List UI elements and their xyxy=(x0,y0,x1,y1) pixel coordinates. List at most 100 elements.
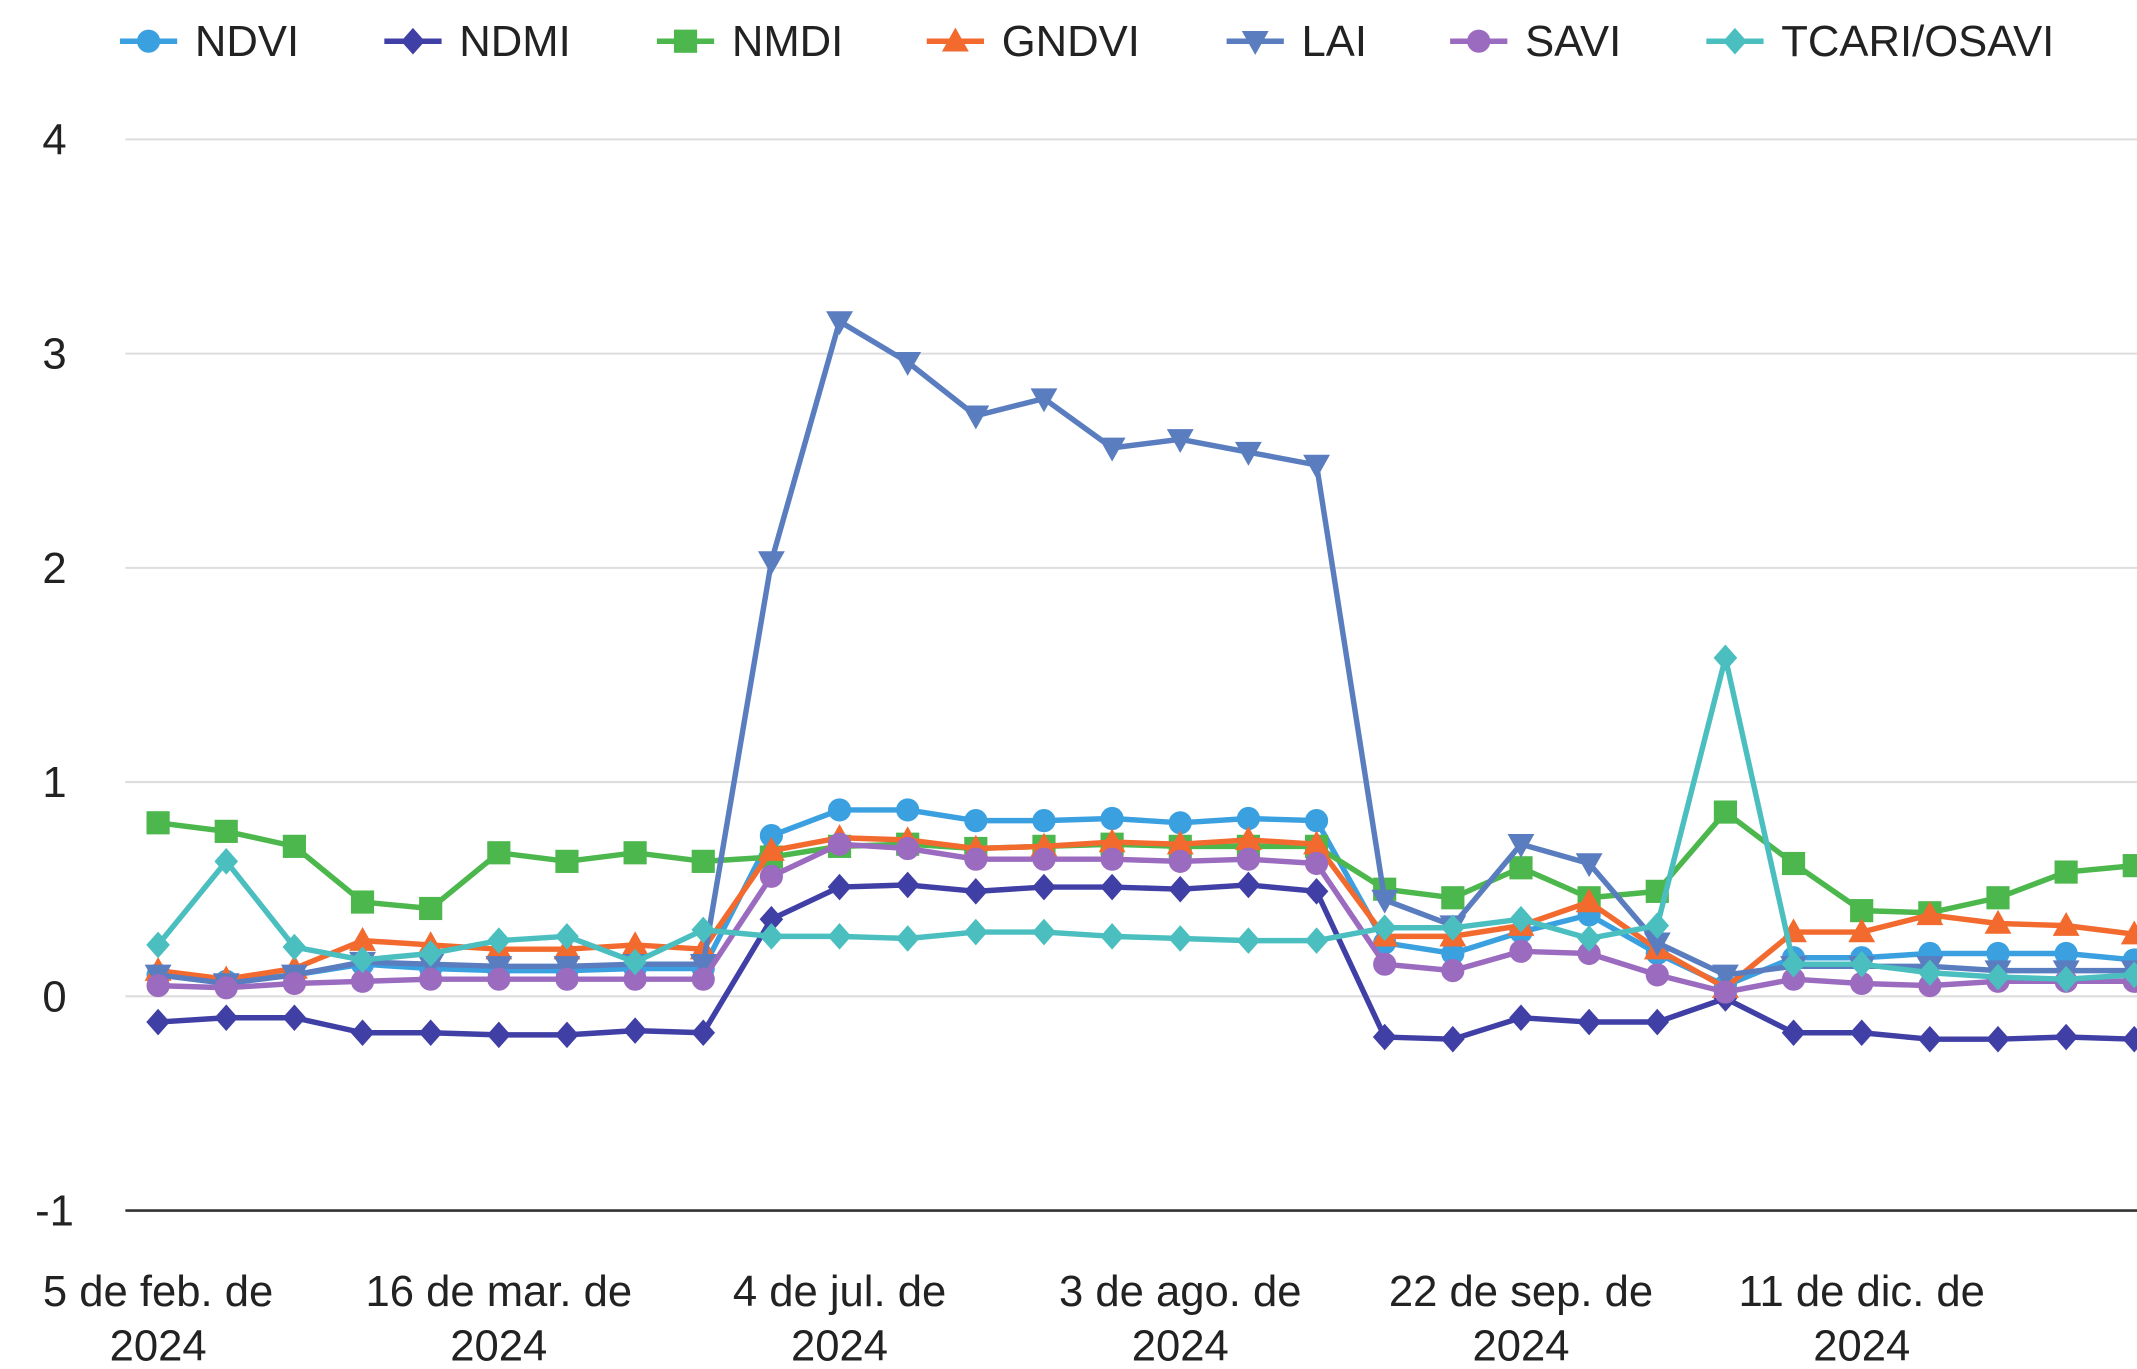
data-point xyxy=(1373,952,1397,976)
data-point xyxy=(555,1021,579,1049)
data-point xyxy=(1918,1025,1942,1053)
data-point xyxy=(350,969,375,993)
data-point xyxy=(1850,899,1874,923)
legend-marker xyxy=(941,27,969,52)
data-point xyxy=(1986,963,2010,991)
data-point xyxy=(555,923,579,950)
data-point xyxy=(146,974,170,998)
data-point xyxy=(1781,851,1806,876)
data-point xyxy=(691,967,715,991)
data-point xyxy=(487,927,511,954)
data-point xyxy=(1441,1025,1465,1053)
data-point xyxy=(2054,1023,2078,1051)
data-point xyxy=(962,405,990,430)
data-point xyxy=(1236,927,1261,954)
legend-label: GNDVI xyxy=(1002,18,1140,66)
data-point xyxy=(1030,388,1058,413)
data-point xyxy=(691,849,715,873)
data-point xyxy=(1168,925,1193,952)
data-point xyxy=(487,841,511,865)
data-point xyxy=(2054,860,2078,884)
data-point xyxy=(757,551,785,576)
data-point xyxy=(1849,950,1874,978)
data-point xyxy=(1781,1019,1806,1047)
data-point xyxy=(1986,886,2010,910)
x-tick-label: 11 de dic. de 2024 xyxy=(1738,1268,1984,1369)
data-point xyxy=(555,849,579,873)
data-point xyxy=(2122,961,2137,989)
data-point xyxy=(1441,914,1465,942)
data-point xyxy=(1713,980,1737,1004)
data-point xyxy=(350,946,375,974)
data-point xyxy=(1100,806,1124,831)
data-point xyxy=(894,351,922,376)
data-point xyxy=(1032,809,1056,833)
data-point xyxy=(1304,809,1329,833)
data-point xyxy=(1509,939,1533,963)
legend-label: NDVI xyxy=(195,18,299,66)
y-tick-label: -1 xyxy=(35,1188,74,1236)
data-point xyxy=(2054,965,2078,993)
data-point xyxy=(1918,959,1942,987)
data-point xyxy=(214,976,238,1000)
data-point xyxy=(2052,911,2080,936)
data-point xyxy=(282,1004,307,1032)
data-point xyxy=(1236,847,1260,871)
data-point xyxy=(691,916,716,944)
data-point xyxy=(623,1017,647,1044)
data-point xyxy=(896,836,920,861)
data-point xyxy=(1577,925,1601,952)
data-point xyxy=(1234,441,1262,466)
data-point xyxy=(1168,811,1192,835)
data-point xyxy=(1236,806,1260,831)
legend-label: NMDI xyxy=(732,18,843,66)
data-point xyxy=(1372,914,1397,942)
data-point xyxy=(1304,927,1329,954)
data-point xyxy=(1303,454,1330,479)
data-point xyxy=(282,971,306,996)
data-point xyxy=(418,940,443,967)
data-point xyxy=(419,896,443,921)
x-tick-label: 16 de mar. de 2024 xyxy=(365,1268,632,1369)
legend-marker xyxy=(401,27,425,55)
series-line xyxy=(157,318,2135,987)
data-point xyxy=(1304,851,1329,876)
plot xyxy=(144,311,2137,1053)
data-point xyxy=(759,923,784,950)
data-point xyxy=(282,834,306,858)
legend-marker xyxy=(136,29,161,53)
data-point xyxy=(964,847,988,871)
data-point xyxy=(214,1004,239,1032)
data-point xyxy=(2122,1025,2137,1053)
data-point xyxy=(350,1019,375,1047)
data-point xyxy=(2120,920,2137,945)
legend-label: TCARI/OSAVI xyxy=(1781,18,2054,66)
data-point xyxy=(1168,875,1193,903)
data-point xyxy=(896,798,920,822)
series-line xyxy=(157,807,2135,989)
data-point xyxy=(1509,856,1533,880)
legend-label: SAVI xyxy=(1525,18,1621,66)
data-point xyxy=(282,933,307,961)
data-point xyxy=(759,864,783,888)
data-point xyxy=(146,931,170,959)
data-point xyxy=(1984,909,2012,934)
data-point xyxy=(964,918,988,946)
data-point xyxy=(2122,854,2137,878)
data-point xyxy=(1098,437,1126,462)
data-point xyxy=(827,923,852,950)
data-point xyxy=(623,948,647,976)
data-point xyxy=(827,798,852,822)
data-point xyxy=(1032,873,1056,901)
data-point xyxy=(1645,912,1670,939)
series-line xyxy=(157,835,2135,991)
data-point xyxy=(826,311,853,336)
data-point xyxy=(1100,873,1124,901)
data-point xyxy=(964,809,988,833)
y-tick-label: 2 xyxy=(42,545,66,593)
y-tick-label: 4 xyxy=(42,116,66,164)
data-point xyxy=(146,1008,170,1036)
data-point xyxy=(418,1019,443,1047)
x-tick-label: 22 de sep. de 2024 xyxy=(1389,1268,1653,1369)
